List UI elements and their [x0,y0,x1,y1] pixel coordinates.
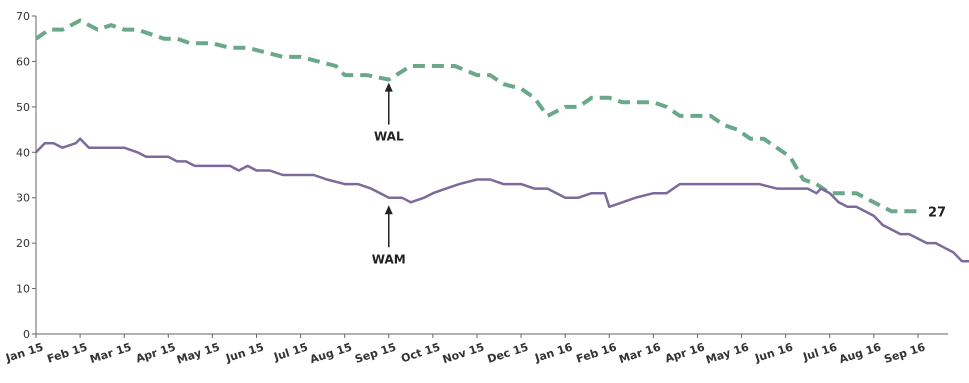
y-tick-label: 20 [16,237,30,250]
y-tick-label: 40 [16,146,30,159]
annotation-label-wam: WAM [372,252,406,266]
y-tick-label: 60 [16,55,30,68]
x-tick-label: Oct 15 [399,340,441,365]
x-tick-label: Feb 15 [45,340,89,365]
series-line-wal [34,18,918,214]
x-tick-label: Apr 16 [663,340,706,365]
annotation-label-wal: WAL [374,130,404,144]
x-tick-label: Jul 15 [271,340,309,363]
x-tick-label: Nov 15 [441,340,486,366]
end-labels: 2716 [928,205,946,220]
axes [35,16,948,335]
x-tick-label: Sep 15 [353,340,397,365]
series-lines [34,18,969,263]
annotation-arrowhead [384,205,393,215]
y-tick-label: 70 [16,10,30,23]
y-tick-label: 30 [16,192,30,205]
x-tick-label: Jul 16 [801,340,839,364]
y-tick-label: 50 [16,101,30,114]
annotations: WAL WAM [372,82,406,266]
x-tick-label: Jun 16 [753,340,795,365]
x-tick-label: Aug 16 [838,340,884,366]
x-tick-label: Jan 16 [533,340,575,365]
end-value-label-wal: 27 [928,205,946,220]
x-tick-label: Apr 15 [134,340,177,365]
y-axis-ticks: 0 10 20 30 40 50 60 70 [16,10,36,341]
x-tick-label: May 16 [704,340,751,366]
x-tick-label: Aug 15 [308,340,353,366]
series-line-wam [35,137,969,263]
y-tick-label: 10 [16,283,30,296]
x-tick-label: Mar 16 [617,340,662,366]
annotation-arrowhead [384,82,393,92]
y-tick-label: 0 [23,328,30,341]
x-tick-label: Dec 15 [486,340,530,365]
x-tick-label: Jun 15 [223,340,265,365]
x-tick-label: Sep 16 [883,340,928,366]
x-tick-label: Mar 15 [88,340,133,366]
x-tick-label: Feb 16 [575,340,619,365]
x-tick-label: Jan 15 [3,340,45,365]
x-tick-label: May 15 [175,340,221,366]
